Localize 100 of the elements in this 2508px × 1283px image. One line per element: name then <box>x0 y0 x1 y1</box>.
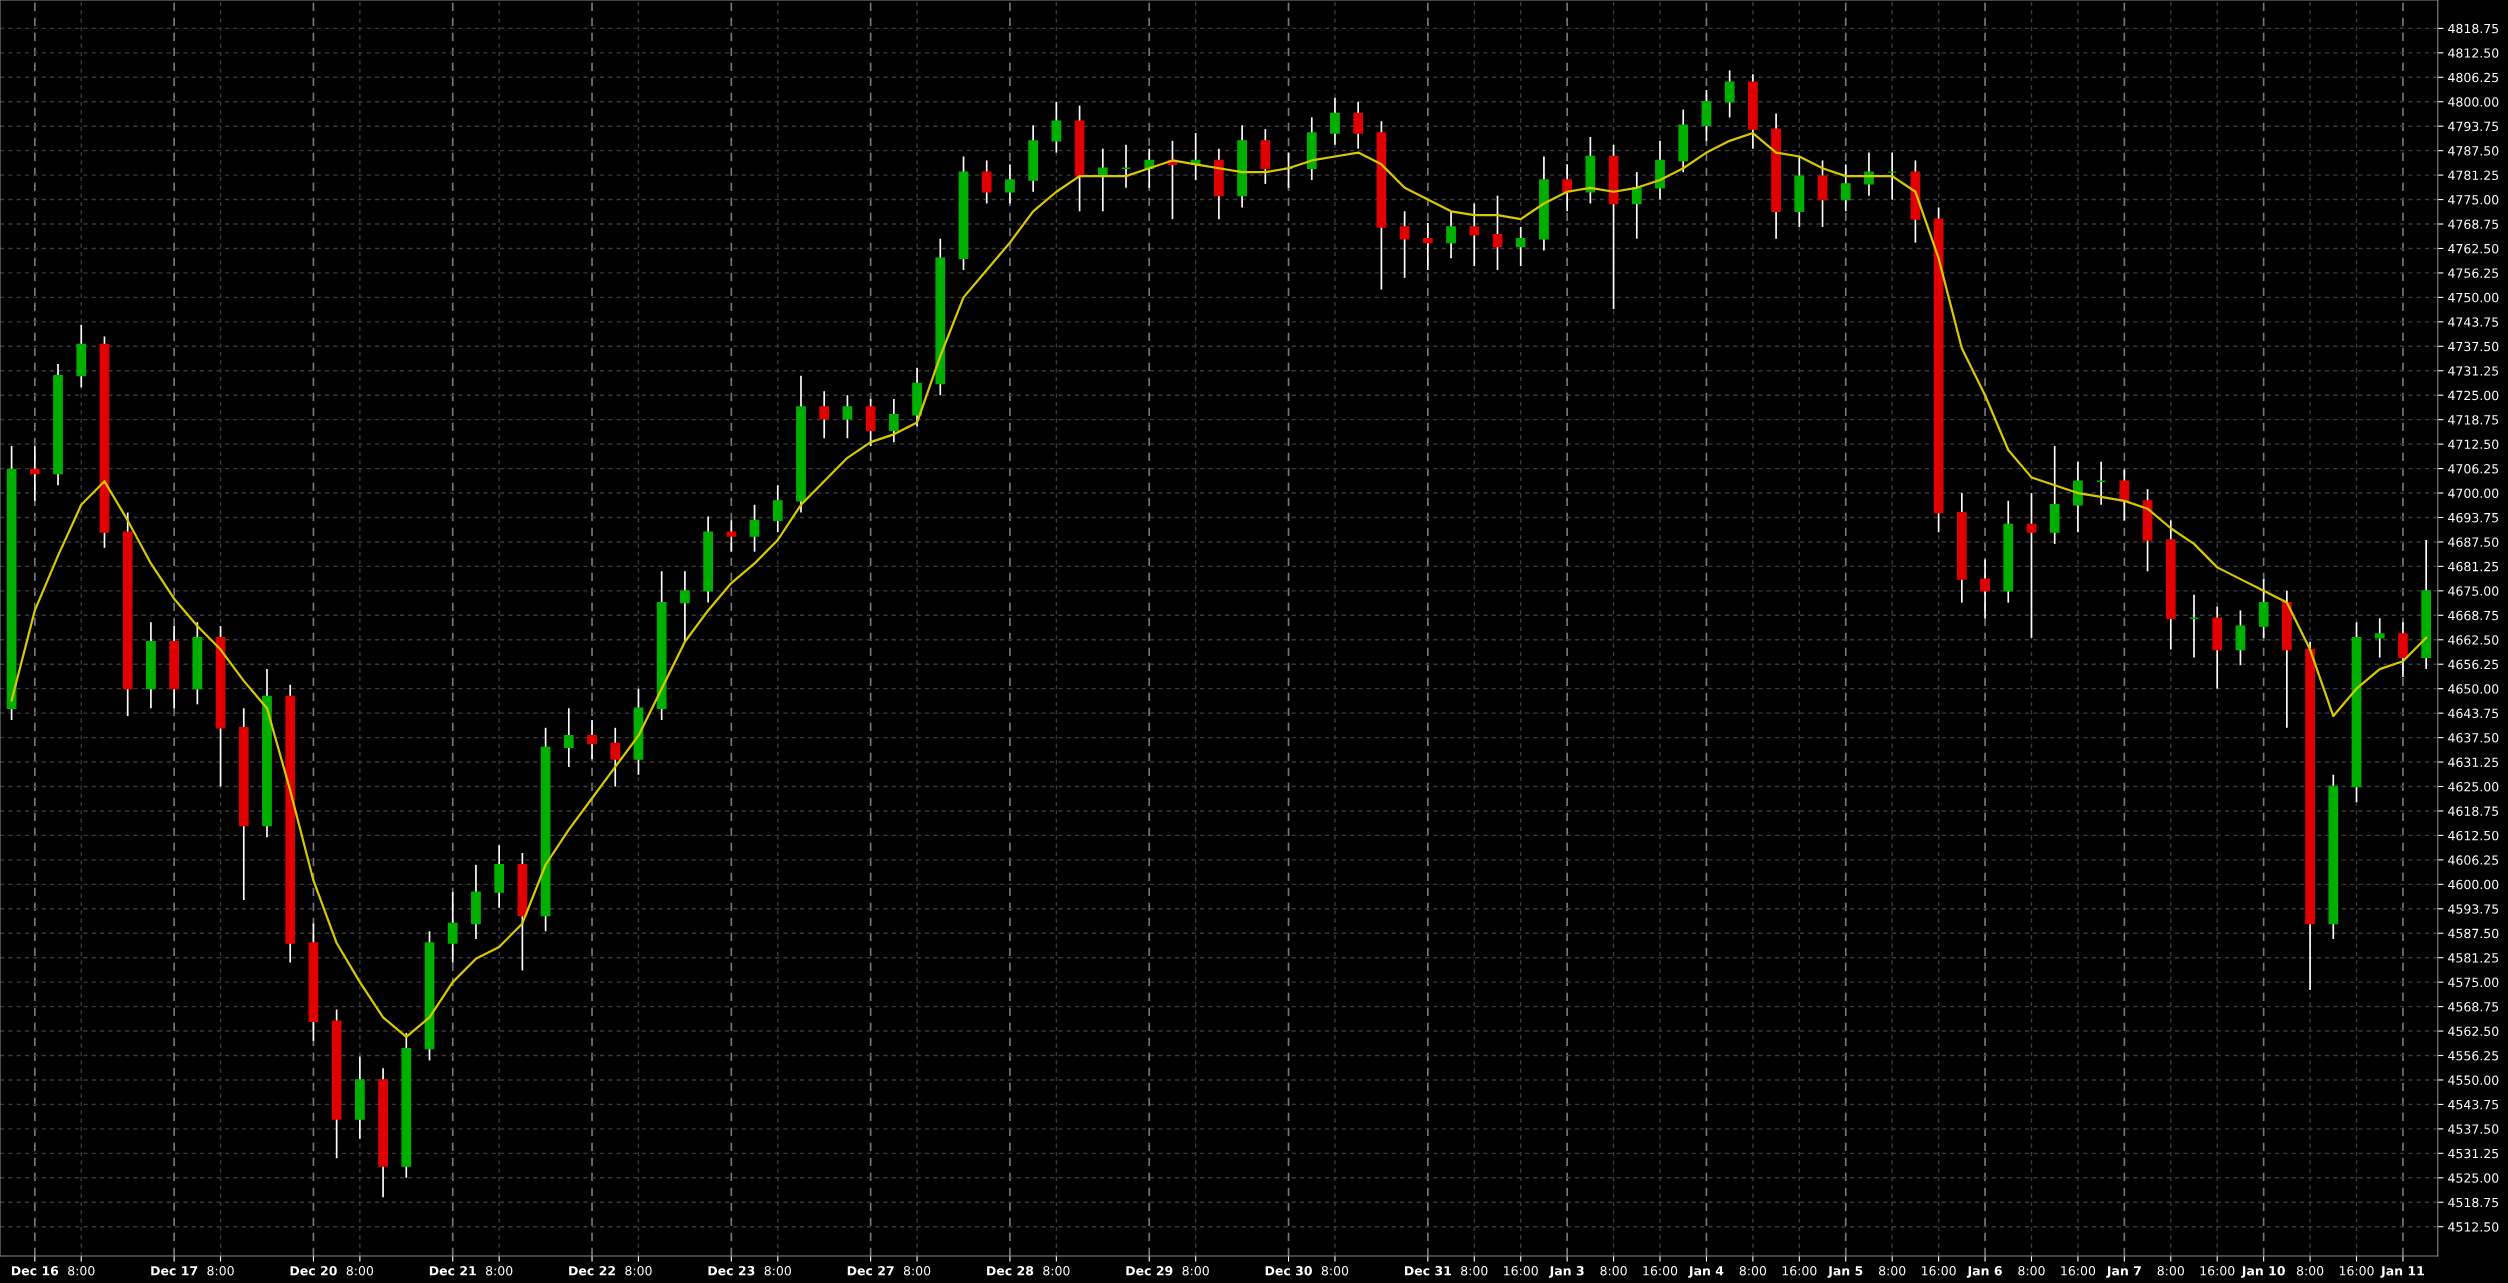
candlestick <box>587 719 597 760</box>
y-tick-label: 4793.75 <box>2448 121 2499 132</box>
candlestick <box>1005 163 1015 205</box>
candlestick <box>29 445 40 502</box>
y-tick-label: 4550.00 <box>2448 1075 2499 1085</box>
candlestick <box>1469 202 1480 267</box>
candlestick <box>1515 226 1526 267</box>
candlestick <box>1980 558 1990 620</box>
candlestick <box>610 726 621 788</box>
candlestick <box>1724 69 1735 119</box>
x-tick-label: 8:00 <box>1461 1266 1488 1276</box>
y-tick-label: 4700.00 <box>2448 488 2499 498</box>
candlestick <box>2119 468 2130 522</box>
y-tick-label: 4768.75 <box>2448 219 2499 229</box>
y-tick-label: 4806.25 <box>2448 72 2499 83</box>
y-tick-label: 4800.00 <box>2448 97 2499 107</box>
x-tick-label: 16:00 <box>1782 1266 1817 1276</box>
y-tick-label: 4525.00 <box>2448 1173 2499 1183</box>
candlestick <box>726 519 737 553</box>
x-tick-label: Dec 29 <box>1126 1266 1173 1276</box>
x-tick-label: Dec 23 <box>708 1266 755 1276</box>
x-tick-label: Dec 30 <box>1265 1266 1312 1276</box>
y-tick-label: 4606.25 <box>2448 855 2499 865</box>
y-tick-label: 4612.50 <box>2448 830 2499 841</box>
x-tick-label: Jan 7 <box>2106 1266 2141 1278</box>
x-tick-label: 8:00 <box>2018 1266 2045 1276</box>
x-tick-label: 8:00 <box>2296 1266 2324 1276</box>
y-tick-label: 4725.00 <box>2448 390 2499 401</box>
x-tick-label: 8:00 <box>1878 1266 1906 1276</box>
y-tick-label: 4675.00 <box>2448 586 2499 596</box>
line-series <box>10 131 2428 1039</box>
candlestick <box>1399 210 1410 279</box>
y-tick-label: 4637.50 <box>2448 733 2499 743</box>
y-tick-label: 4575.00 <box>2448 977 2499 988</box>
x-tick-label: 16:00 <box>2061 1266 2096 1276</box>
y-tick-label: 4743.75 <box>2448 317 2499 327</box>
y-tick-label: 4531.25 <box>2448 1148 2499 1159</box>
candlestick <box>1422 222 1433 271</box>
x-tick-label: 8:00 <box>1600 1266 1627 1276</box>
y-tick-label: 4656.25 <box>2448 659 2499 670</box>
y-tick-label: 4618.75 <box>2448 806 2499 816</box>
candlestick <box>1330 96 1340 146</box>
candlestick <box>680 570 690 643</box>
candlestick <box>819 390 830 440</box>
candlestick <box>563 707 574 768</box>
candlestick <box>1562 163 1573 213</box>
x-tick-label: Jan 11 <box>2380 1266 2424 1278</box>
x-tick-label: 8:00 <box>2157 1266 2184 1276</box>
x-tick-label: Dec 28 <box>987 1266 1034 1276</box>
y-tick-label: 4712.50 <box>2448 439 2499 450</box>
x-tick-label: Dec 27 <box>847 1266 894 1276</box>
x-tick-label: 16:00 <box>2200 1266 2235 1276</box>
y-tick-label: 4587.50 <box>2448 928 2499 939</box>
x-tick-label: 8:00 <box>625 1266 652 1276</box>
y-tick-label: 4781.25 <box>2448 170 2499 181</box>
y-tick-label: 4593.75 <box>2448 904 2499 914</box>
candlestick <box>1446 210 1456 260</box>
candlestick <box>1840 163 1851 213</box>
candlestick <box>981 159 992 205</box>
x-tick-label: 16:00 <box>1921 1266 1956 1276</box>
candlestick <box>2374 617 2385 659</box>
y-tick-label: 4668.75 <box>2448 610 2499 621</box>
x-tick-label: Dec 17 <box>151 1266 198 1276</box>
y-tick-label: 4650.00 <box>2448 684 2499 694</box>
y-tick-label: 4681.25 <box>2448 561 2499 572</box>
y-tick-label: 4737.50 <box>2448 341 2499 352</box>
candlestick <box>1701 89 1712 142</box>
x-tick-label: 16:00 <box>1643 1266 1678 1276</box>
y-tick-label: 4600.00 <box>2448 879 2499 890</box>
candlestick <box>2398 621 2408 678</box>
x-tick-label: Jan 5 <box>1827 1266 1863 1278</box>
candlestick <box>1051 100 1062 154</box>
y-tick-label: 4787.50 <box>2448 146 2499 156</box>
x-tick-label: Dec 22 <box>569 1266 615 1276</box>
y-tick-label: 4706.25 <box>2448 464 2499 474</box>
y-tick-label: 4818.75 <box>2448 23 2499 34</box>
candlestick <box>1492 194 1503 271</box>
x-tick-label: Dec 21 <box>429 1266 476 1276</box>
candlestick <box>865 398 876 447</box>
candlestick <box>842 394 853 440</box>
candlestick <box>1631 171 1642 240</box>
x-tick-label: 8:00 <box>1321 1266 1349 1276</box>
y-tick-label: 4718.75 <box>2448 415 2499 425</box>
candlestick <box>2235 609 2246 667</box>
y-tick-label: 4731.25 <box>2448 366 2499 376</box>
x-tick-label: 8:00 <box>68 1266 95 1276</box>
x-tick-label: 8:00 <box>1182 1266 1209 1276</box>
x-tick-label: 8:00 <box>764 1266 791 1276</box>
y-tick-label: 4625.00 <box>2448 781 2499 792</box>
y-tick-label: 4581.25 <box>2448 953 2499 963</box>
y-tick-label: 4643.75 <box>2448 708 2499 719</box>
x-tick-label: Jan 6 <box>1966 1266 2002 1278</box>
x-tick-label: 8:00 <box>1043 1266 1070 1276</box>
y-tick-label: 4556.25 <box>2448 1050 2499 1061</box>
x-tick-label: Dec 16 <box>11 1266 59 1276</box>
candlestick <box>1817 159 1828 228</box>
candlestick <box>888 398 899 443</box>
x-tick-label: 16:00 <box>1504 1266 1538 1276</box>
x-tick-label: Dec 31 <box>1404 1266 1451 1276</box>
y-tick-label: 4543.75 <box>2448 1099 2499 1110</box>
